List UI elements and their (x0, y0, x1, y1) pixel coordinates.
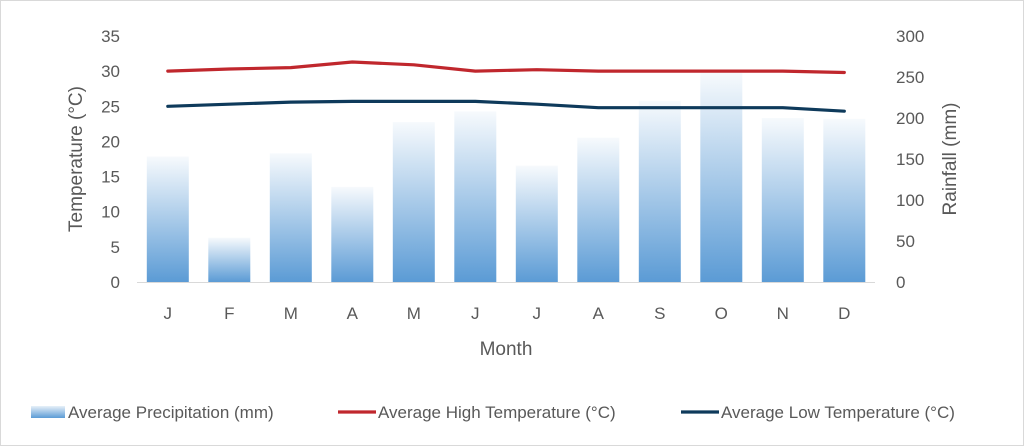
right-tick-label: 250 (896, 68, 924, 87)
left-tick-label: 0 (111, 273, 120, 292)
right-tick-label: 300 (896, 27, 924, 46)
precipitation-bar (700, 72, 743, 283)
left-tick-label: 15 (101, 168, 120, 187)
right-tick-label: 150 (896, 150, 924, 169)
right-tick-label: 50 (896, 232, 915, 251)
x-tick-label: O (715, 304, 728, 323)
x-tick-label: D (838, 304, 850, 323)
left-tick-label: 10 (101, 203, 120, 222)
x-tick-label: A (593, 304, 605, 323)
x-tick-label: S (654, 304, 665, 323)
precipitation-bar (823, 118, 866, 282)
x-tick-label: M (407, 304, 421, 323)
x-tick-label: N (777, 304, 789, 323)
precipitation-bar (208, 237, 251, 282)
precipitation-bar (577, 137, 620, 282)
precipitation-bar (454, 111, 497, 283)
right-axis-title: Rainfall (mm) (940, 103, 961, 216)
x-tick-label: F (224, 304, 234, 323)
left-axis-title: Temperature (°C) (66, 86, 87, 232)
x-tick-label: A (347, 304, 359, 323)
legend: Average Precipitation (mm) Average High T… (31, 403, 955, 422)
left-axis-ticks: 0 5 10 15 20 25 30 35 (101, 27, 120, 292)
precipitation-bar (269, 153, 312, 282)
legend-label: Average Precipitation (mm) (68, 403, 274, 422)
x-tick-label: J (471, 304, 480, 323)
legend-label: Average High Temperature (°C) (378, 403, 616, 422)
left-tick-label: 30 (101, 62, 120, 81)
right-axis-ticks: 0 50 100 150 200 250 300 (896, 27, 924, 292)
temperature-lines (166, 60, 846, 113)
left-tick-label: 5 (111, 238, 120, 257)
x-tick-label: J (533, 304, 542, 323)
legend-swatch-precipitation (31, 406, 65, 418)
precipitation-bar (761, 118, 804, 282)
x-axis-title: Month (480, 339, 533, 360)
left-tick-label: 35 (101, 27, 120, 46)
precipitation-bars (146, 72, 866, 283)
right-tick-label: 200 (896, 109, 924, 128)
precipitation-bar (392, 122, 435, 282)
low-temperature-line (166, 99, 846, 113)
x-tick-label: M (284, 304, 298, 323)
legend-label: Average Low Temperature (°C) (721, 403, 955, 422)
left-tick-label: 25 (101, 97, 120, 116)
right-tick-label: 0 (896, 273, 905, 292)
precipitation-bar (638, 100, 681, 282)
high-temperature-line (166, 60, 846, 75)
x-tick-label: J (164, 304, 173, 323)
precipitation-bar (515, 165, 558, 282)
right-tick-label: 100 (896, 191, 924, 210)
precipitation-bar (331, 186, 374, 282)
precipitation-bar (146, 156, 189, 282)
left-tick-label: 20 (101, 132, 120, 151)
